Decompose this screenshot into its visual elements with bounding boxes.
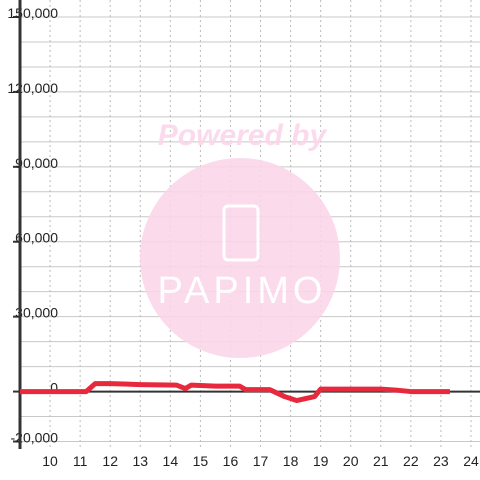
x-tick-label: 20 bbox=[343, 453, 359, 469]
x-tick-label: 22 bbox=[403, 453, 419, 469]
x-tick-label: 13 bbox=[132, 453, 148, 469]
x-tick-label: 23 bbox=[433, 453, 449, 469]
x-tick-label: 24 bbox=[463, 453, 479, 469]
y-tick-label: 60,000 bbox=[15, 230, 58, 246]
x-tick-label: 19 bbox=[313, 453, 329, 469]
y-tick-label: 120,000 bbox=[7, 80, 58, 96]
watermark: Powered by PAPIMO bbox=[140, 119, 340, 358]
watermark-text: Powered by bbox=[158, 119, 328, 152]
y-tick-label: 90,000 bbox=[15, 155, 58, 171]
y-tick-label: 30,000 bbox=[15, 305, 58, 321]
y-tick-label: -20,000 bbox=[11, 430, 59, 446]
y-tick-label: 0 bbox=[50, 380, 58, 396]
x-tick-label: 17 bbox=[253, 453, 269, 469]
x-tick-label: 15 bbox=[193, 453, 209, 469]
x-tick-label: 10 bbox=[42, 453, 58, 469]
x-tick-label: 14 bbox=[163, 453, 179, 469]
x-tick-label: 21 bbox=[373, 453, 389, 469]
watermark-circle bbox=[140, 158, 340, 358]
x-tick-label: 18 bbox=[283, 453, 299, 469]
y-tick-label: 150,000 bbox=[7, 5, 58, 21]
x-tick-label: 12 bbox=[102, 453, 118, 469]
x-tick-label: 11 bbox=[73, 453, 88, 469]
x-tick-label: 16 bbox=[223, 453, 239, 469]
data-line bbox=[20, 381, 450, 404]
watermark-phone bbox=[222, 204, 260, 262]
watermark-text: PAPIMO bbox=[158, 270, 327, 312]
